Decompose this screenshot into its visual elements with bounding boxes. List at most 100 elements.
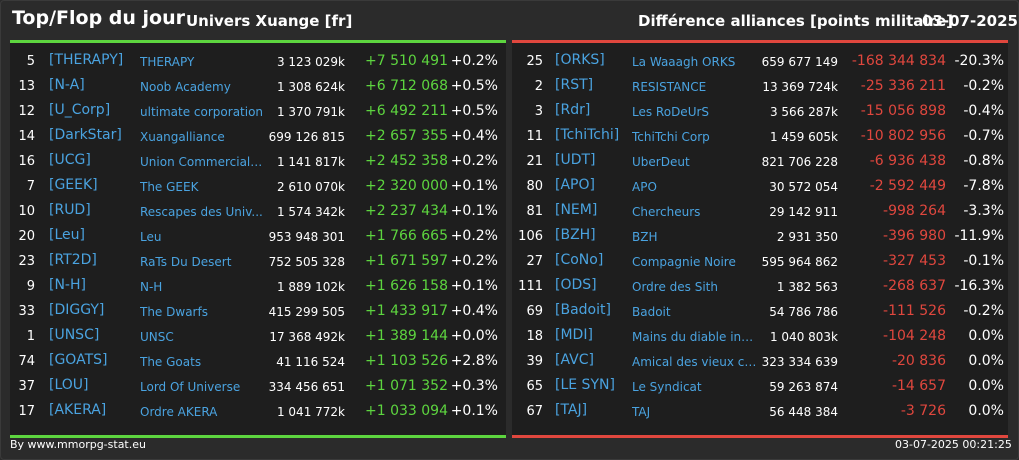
alliance-tag-link[interactable]: [THERAPY] [49, 52, 124, 68]
diff-cell: -20 836 [891, 353, 946, 369]
alliance-tag-link[interactable]: [U_Corp] [49, 102, 111, 118]
alliance-tag-link[interactable]: [Badoit] [555, 302, 611, 318]
alliance-name-link[interactable]: ultimate corporation [140, 105, 264, 119]
alliance-tag-link[interactable]: [Leu] [49, 227, 85, 243]
points-cell: 1 382 563 [776, 280, 838, 294]
flop-row: 65 [LE SYN] Le Syndicat 59 263 874 -14 657 0.… [512, 374, 1008, 399]
flop-row: 11 [TchiTchi] TchiTchi Corp 1 459 605k -10 8… [512, 124, 1008, 149]
alliance-tag-link[interactable]: [AVC] [555, 352, 594, 368]
diff-cell: -327 453 [883, 253, 946, 269]
alliance-name-link[interactable]: Mains du diable inco... [632, 330, 757, 344]
rank-cell: 14 [18, 129, 35, 144]
alliance-tag-link[interactable]: [RT2D] [49, 252, 97, 268]
alliance-name-link[interactable]: Le Syndicat [632, 380, 702, 394]
flop-row: 67 [TAJ] TAJ 56 448 384 -3 726 0.0% [512, 399, 1008, 424]
alliance-name-link[interactable]: Lord Of Universe [140, 380, 241, 394]
alliance-name-link[interactable]: Xuangalliance [140, 130, 225, 144]
alliance-name-link[interactable]: The Goats [140, 355, 202, 369]
alliance-name-link[interactable]: N-H [140, 280, 163, 294]
top-row: 12 [U_Corp] ultimate corporation 1 370 791k… [10, 99, 506, 124]
alliance-tag-link[interactable]: [RST] [555, 77, 594, 93]
page-title: Top/Flop du jour [12, 7, 185, 29]
flop-row: 69 [Badoit] Badoit 54 786 786 -111 526 -0.2% [512, 299, 1008, 324]
diff-cell: -268 637 [883, 278, 946, 294]
alliance-tag-link[interactable]: [LOU] [49, 377, 89, 393]
alliance-tag-link[interactable]: [N-A] [49, 77, 85, 93]
points-cell: 2 931 350 [776, 230, 838, 244]
points-cell: 2 610 070k [276, 180, 345, 194]
rank-cell: 7 [26, 179, 35, 194]
rank-cell: 13 [18, 79, 35, 94]
alliance-tag-link[interactable]: [UNSC] [49, 327, 100, 343]
alliance-tag-link[interactable]: [GOATS] [49, 352, 108, 368]
alliance-name-link[interactable]: Ordre des Sith [632, 280, 718, 294]
top-row: 10 [RUD] Rescapes des Univ... 1 574 342k +2 … [10, 199, 506, 224]
alliance-tag-link[interactable]: [UDT] [555, 152, 596, 168]
percent-cell: 0.0% [968, 378, 1004, 394]
alliance-tag-link[interactable]: [Rdr] [555, 102, 591, 118]
alliance-tag-link[interactable]: [UCG] [49, 152, 91, 168]
percent-cell: +0.4% [450, 128, 498, 144]
rank-cell: 81 [526, 204, 543, 219]
alliance-tag-link[interactable]: [ORKS] [555, 52, 605, 68]
alliance-tag-link[interactable]: [MDI] [555, 327, 593, 343]
points-cell: 1 041 772k [276, 405, 345, 419]
source-link[interactable]: By www.mmorpg-stat.eu [10, 438, 146, 451]
alliance-name-link[interactable]: The Dwarfs [140, 305, 208, 319]
diff-cell: -3 726 [900, 403, 946, 419]
alliance-tag-link[interactable]: [LE SYN] [555, 377, 615, 393]
alliance-name-link[interactable]: Leu [140, 230, 162, 244]
alliance-tag-link[interactable]: [TchiTchi] [555, 127, 620, 143]
alliance-tag-link[interactable]: [RUD] [49, 202, 91, 218]
alliance-name-link[interactable]: Union Commerciale... [140, 155, 265, 169]
alliance-name-link[interactable]: Compagnie Noire [632, 255, 736, 269]
alliance-name-link[interactable]: Noob Academy [140, 80, 231, 94]
alliance-tag-link[interactable]: [TAJ] [555, 402, 588, 418]
points-cell: 56 448 384 [769, 405, 838, 419]
rank-cell: 106 [518, 229, 543, 244]
alliance-name-link[interactable]: UNSC [140, 330, 174, 344]
alliance-name-link[interactable]: RESISTANCE [632, 80, 707, 94]
alliance-name-link[interactable]: TchiTchi Corp [632, 130, 710, 144]
flop-row: 25 [ORKS] La Waaagh ORKS 659 677 149 -168 34… [512, 49, 1008, 74]
points-cell: 1 040 803k [769, 330, 838, 344]
alliance-tag-link[interactable]: [CoNo] [555, 252, 604, 268]
alliance-tag-link[interactable]: [ODS] [555, 277, 597, 293]
alliance-tag-link[interactable]: [APO] [555, 177, 595, 193]
percent-cell: +0.2% [450, 228, 498, 244]
alliance-tag-link[interactable]: [GEEK] [49, 177, 98, 193]
alliance-name-link[interactable]: APO [632, 180, 657, 194]
alliance-name-link[interactable]: Rescapes des Univ... [140, 205, 263, 219]
diff-cell: +2 320 000 [365, 178, 448, 194]
alliance-tag-link[interactable]: [DarkStar] [49, 127, 122, 143]
rank-cell: 5 [26, 54, 35, 69]
alliance-tag-link[interactable]: [AKERA] [49, 402, 107, 418]
alliance-tag-link[interactable]: [N-H] [49, 277, 86, 293]
alliance-name-link[interactable]: Les RoDeUrS [632, 105, 710, 119]
top-row: 7 [GEEK] The GEEK 2 610 070k +2 320 000 +0.1% [10, 174, 506, 199]
diff-cell: +1 389 144 [365, 328, 448, 344]
alliance-name-link[interactable]: THERAPY [140, 55, 195, 69]
alliance-name-link[interactable]: UberDeut [632, 155, 690, 169]
diff-cell: -998 264 [883, 203, 946, 219]
top-row: 1 [UNSC] UNSC 17 368 492k +1 389 144 +0.0% [10, 324, 506, 349]
rank-cell: 1 [26, 329, 35, 344]
alliance-name-link[interactable]: Amical des vieux con [632, 355, 757, 369]
alliance-name-link[interactable]: TAJ [632, 405, 651, 419]
alliance-name-link[interactable]: The GEEK [140, 180, 199, 194]
alliance-name-link[interactable]: La Waaagh ORKS [632, 55, 736, 69]
alliance-tag-link[interactable]: [NEM] [555, 202, 598, 218]
alliance-name-link[interactable]: BZH [632, 230, 658, 244]
alliance-name-link[interactable]: Chercheurs [632, 205, 701, 219]
points-cell: 30 572 054 [769, 180, 838, 194]
alliance-name-link[interactable]: Badoit [632, 305, 671, 319]
alliance-name-link[interactable]: RaTs Du Desert [140, 255, 232, 269]
percent-cell: -0.2% [963, 303, 1004, 319]
top-row: 74 [GOATS] The Goats 41 116 524 +1 103 526 +2… [10, 349, 506, 374]
top-row: 37 [LOU] Lord Of Universe 334 456 651 +1 071… [10, 374, 506, 399]
alliance-name-link[interactable]: Ordre AKERA [140, 405, 218, 419]
alliance-tag-link[interactable]: [BZH] [555, 227, 596, 243]
top-row: 20 [Leu] Leu 953 948 301 +1 766 665 +0.2% [10, 224, 506, 249]
rank-cell: 74 [18, 354, 35, 369]
alliance-tag-link[interactable]: [DIGGY] [49, 302, 105, 318]
